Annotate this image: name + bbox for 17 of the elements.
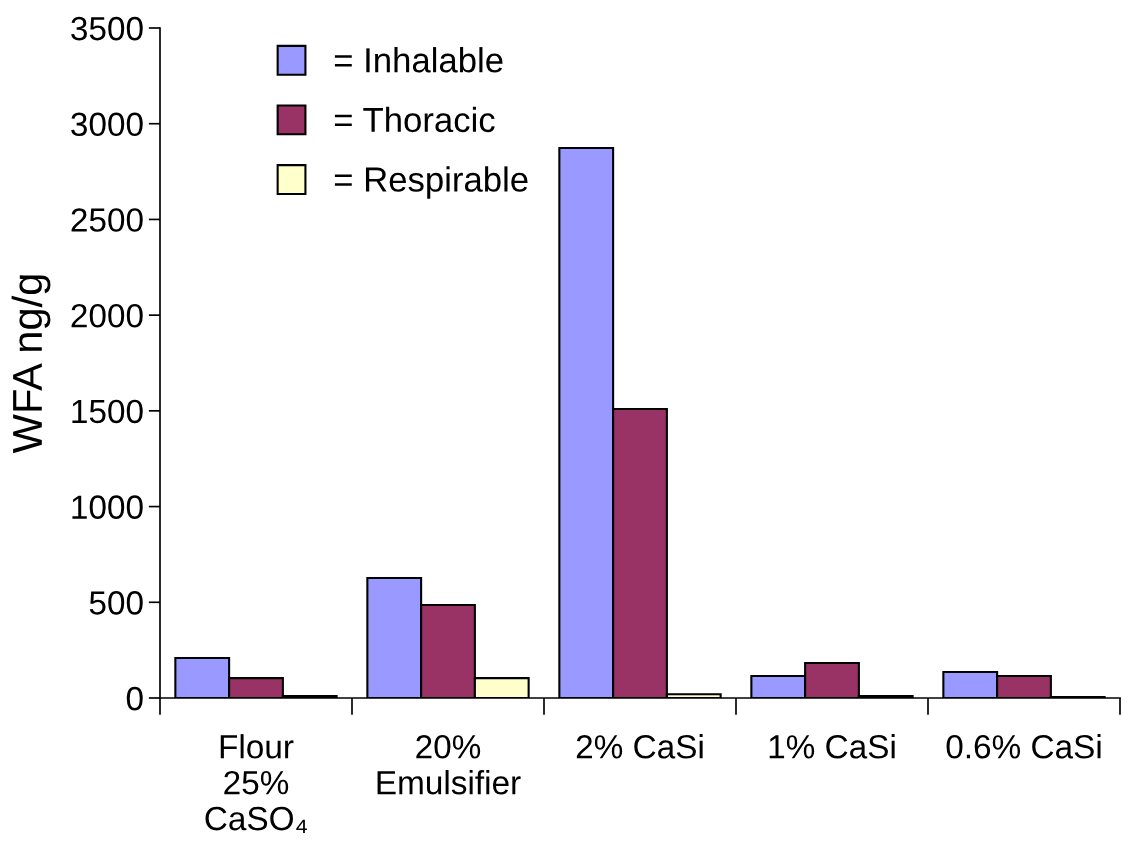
- x-tick-label: Flour 25% CaSO₄: [205, 734, 307, 833]
- y-tick-label: 2000: [71, 303, 143, 328]
- y-tick-label: 1500: [72, 399, 143, 424]
- x-tick-label: 0.6% CaSi: [946, 734, 1101, 759]
- y-tick-label: 0: [126, 686, 143, 711]
- y-tick-label: 500: [89, 591, 143, 615]
- y-tick-label: 1000: [72, 495, 143, 519]
- legend-label: = Respirable: [334, 166, 528, 199]
- y-axis-title: WFA ng/g: [11, 275, 51, 454]
- y-tick-label: 3000: [71, 112, 143, 137]
- y-tick-label: 2500: [71, 208, 143, 232]
- y-tick-label: 3500: [71, 16, 143, 41]
- x-tick-label: 2% CaSi: [576, 734, 703, 759]
- x-tick-label: 20% Emulsifier: [377, 734, 521, 795]
- legend-label: = Inhalable: [334, 47, 503, 73]
- x-tick-label: 1% CaSi: [769, 734, 895, 759]
- legend-label: = Thoracic: [334, 106, 495, 133]
